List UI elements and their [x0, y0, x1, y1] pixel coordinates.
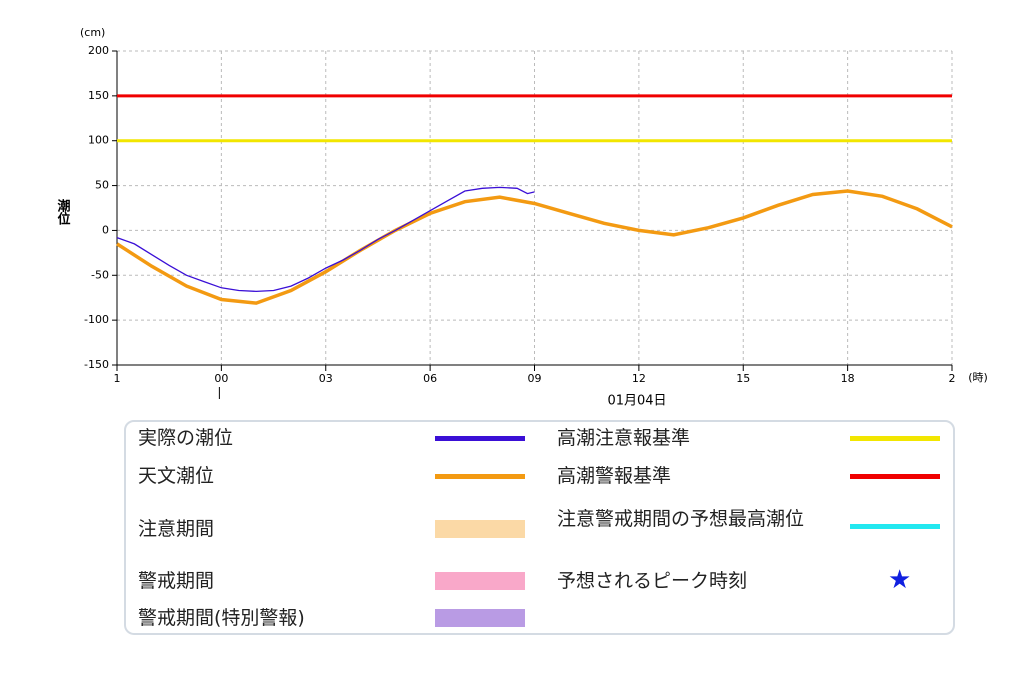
- x-tick-label: 12: [632, 372, 646, 385]
- x-tick-label: 2: [949, 372, 956, 385]
- legend-label: 天文潮位: [138, 465, 215, 487]
- legend-swatch: [435, 520, 525, 538]
- x-tick-label: 03: [319, 372, 333, 385]
- legend-swatch: [435, 609, 525, 627]
- y-tick-label: -50: [91, 268, 109, 281]
- y-tick-label: 150: [88, 89, 109, 102]
- y-tick-label: 200: [88, 44, 109, 57]
- series-line: [116, 186, 535, 293]
- legend-label: 注意期間: [138, 518, 215, 540]
- legend-star: ★: [888, 565, 912, 595]
- y-tick-label: -150: [84, 358, 109, 371]
- x-tick-label: 06: [423, 372, 437, 385]
- x-tick-label: 1: [114, 372, 121, 385]
- y-tick-label: 100: [88, 134, 109, 147]
- y-tick-label: 50: [95, 179, 109, 192]
- chart: (cm) 潮位 (時) 01月04日 -150-100-500501001502…: [55, 26, 988, 409]
- x-tick-label: 00: [214, 372, 228, 385]
- legend-label: 高潮注意報基準: [557, 427, 691, 449]
- x-tick-label: 15: [736, 372, 750, 385]
- x-tick-label: 18: [841, 372, 855, 385]
- legend-label: 高潮警報基準: [557, 465, 672, 487]
- series-line: [116, 189, 953, 305]
- y-tick-label: -100: [84, 313, 109, 326]
- legend-swatch: [435, 473, 525, 479]
- y-unit: (cm): [80, 26, 105, 39]
- y-label: 潮位: [55, 198, 71, 226]
- legend-swatch: [850, 473, 940, 479]
- legend: 実際の潮位天文潮位注意期間警戒期間警戒期間(特別警報) 高潮注意報基準 高潮警報基準…: [124, 420, 955, 635]
- legend-label: 予想されるピーク時刻: [557, 570, 748, 592]
- x-label: 01月04日: [607, 394, 666, 409]
- legend-swatch: [435, 435, 525, 441]
- legend-swatch: [850, 435, 940, 441]
- legend-swatch: [850, 523, 940, 529]
- x-unit: (時): [968, 371, 988, 384]
- x-tick-label: 09: [528, 372, 542, 385]
- legend-label: 注意警戒期間の予想最高潮位: [557, 508, 805, 530]
- legend-swatch: [435, 572, 525, 590]
- legend-label: 警戒期間(特別警報): [138, 607, 305, 629]
- y-tick-label: 0: [102, 223, 109, 236]
- legend-label: 実際の潮位: [138, 427, 234, 449]
- legend-label: 警戒期間: [138, 570, 215, 592]
